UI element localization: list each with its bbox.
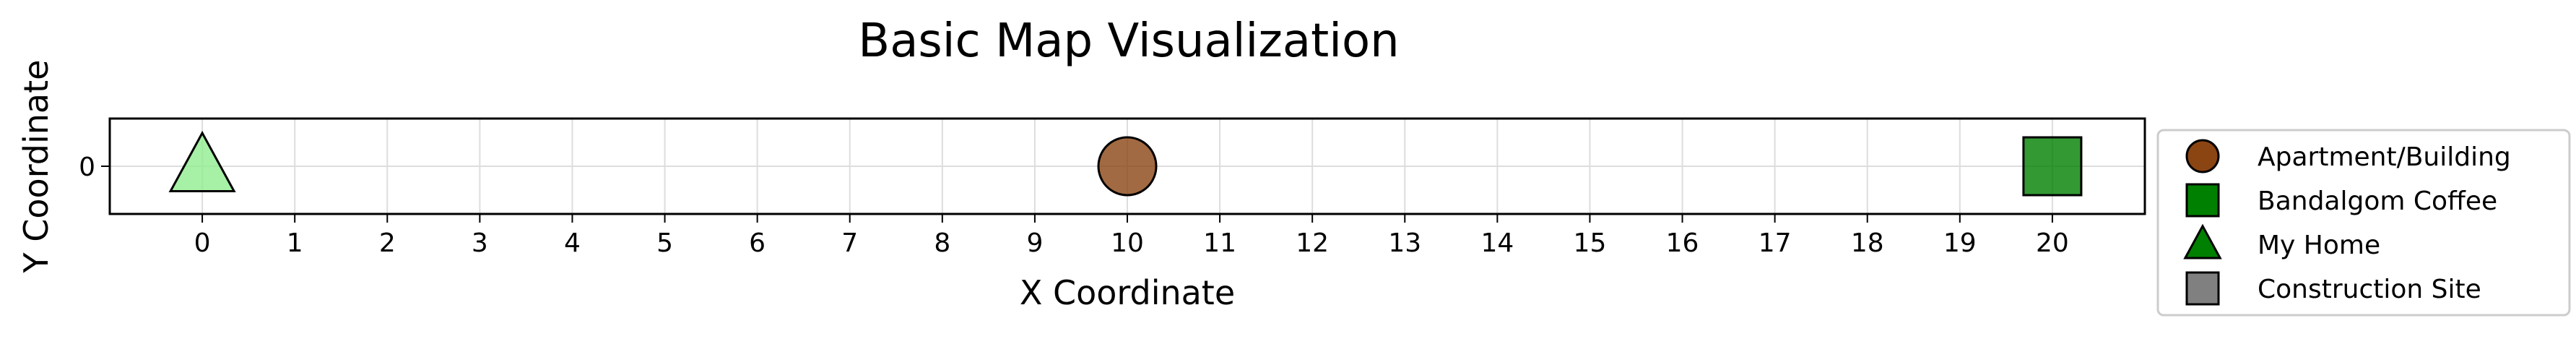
bandalgom-coffee-marker: [2022, 136, 2083, 197]
chart-title: Basic Map Visualization: [858, 14, 1399, 68]
y-tick-label: 0: [79, 153, 95, 182]
x-tick-label: 20: [2036, 228, 2069, 258]
legend-item: My Home: [2183, 223, 2380, 260]
x-tick-label: 5: [656, 228, 673, 258]
legend-label: Apartment/Building: [2258, 142, 2511, 172]
y-axis-ticks: 0: [79, 153, 110, 182]
legend: Apartment/Building Bandalgom Coffee My Hom…: [2156, 129, 2571, 317]
x-tick-label: 19: [1943, 228, 1977, 258]
legend-label: My Home: [2258, 231, 2380, 260]
x-tick-label: 10: [1111, 228, 1144, 258]
legend-label: Construction Site: [2258, 275, 2481, 304]
x-tick-label: 6: [749, 228, 766, 258]
x-tick-label: 1: [287, 228, 303, 258]
x-axis-label: X Coordinate: [1020, 273, 1235, 312]
x-tick-label: 15: [1574, 228, 1607, 258]
x-tick-label: 17: [1758, 228, 1792, 258]
legend-item: Construction Site: [2185, 271, 2481, 306]
legend-item: Apartment/Building: [2185, 139, 2511, 173]
x-axis-ticks: 0 1 2 3 4 5 6 7 8 9 10 11 12 13 14 15 16 17 18 19 20: [194, 214, 2069, 258]
x-tick-label: 2: [379, 228, 396, 258]
data-markers: [168, 130, 2083, 197]
x-tick-label: 11: [1203, 228, 1236, 258]
x-tick-label: 13: [1388, 228, 1421, 258]
x-tick-label: 3: [472, 228, 488, 258]
legend-swatch: [2183, 223, 2222, 259]
y-axis-label: Y Coordinate: [17, 60, 56, 274]
legend-frame: [2156, 129, 2571, 317]
x-tick-label: 18: [1851, 228, 1884, 258]
legend-label: Bandalgom Coffee: [2258, 186, 2497, 216]
legend-swatch: [2185, 271, 2220, 306]
legend-swatch: [2185, 139, 2220, 173]
x-tick-label: 14: [1480, 228, 1514, 258]
x-tick-label: 0: [194, 228, 211, 258]
apartment-building-marker: [1097, 136, 1158, 197]
x-tick-label: 7: [841, 228, 858, 258]
x-tick-label: 4: [564, 228, 581, 258]
x-tick-label: 12: [1296, 228, 1329, 258]
x-tick-label: 8: [934, 228, 950, 258]
x-tick-label: 9: [1026, 228, 1043, 258]
legend-item: Bandalgom Coffee: [2185, 183, 2497, 218]
my-home-marker: [168, 130, 236, 192]
legend-swatch: [2185, 183, 2220, 218]
x-tick-label: 16: [1666, 228, 1699, 258]
